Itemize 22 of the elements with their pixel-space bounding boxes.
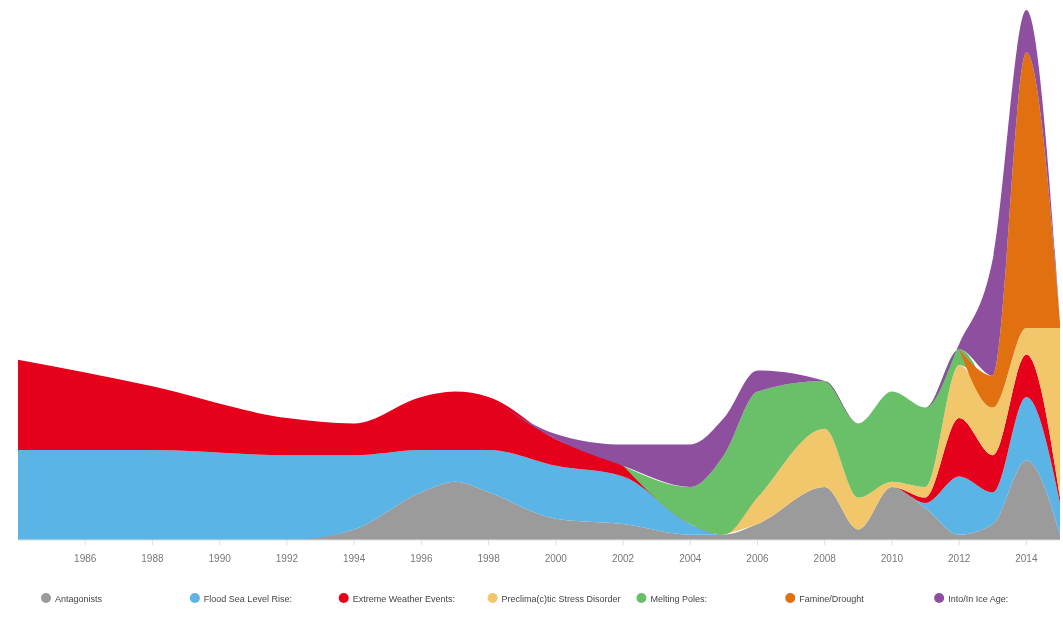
x-tick-label: 2010	[880, 553, 904, 564]
x-tick-label: 1998	[477, 553, 501, 564]
legend-label: Melting Poles:	[650, 593, 707, 604]
legend-label: Preclima(c)tic Stress Disorder	[501, 593, 621, 604]
x-tick-label: 2008	[813, 553, 837, 564]
legend-label: Flood Sea Level Rise:	[203, 593, 292, 604]
legend-label: Antagonists	[55, 593, 103, 604]
x-tick-label: 2004	[679, 553, 702, 564]
x-tick-label: 2002	[611, 553, 635, 564]
legend-label: Famine/Drought	[799, 593, 865, 604]
legend-label: Into/In Ice Age:	[948, 593, 1009, 604]
x-tick-label: 2006	[746, 553, 770, 564]
x-tick-label: 2000	[544, 553, 568, 564]
x-tick-label: 1992	[275, 553, 299, 564]
x-tick-label: 2012	[948, 553, 971, 564]
x-tick-label: 1990	[208, 553, 232, 564]
x-tick-label: 1996	[410, 553, 433, 564]
x-tick-label: 1988	[141, 553, 165, 564]
x-tick-label: 1986	[74, 553, 97, 564]
legend-label: Extreme Weather Events:	[352, 593, 456, 604]
x-tick-label: 2014	[1015, 553, 1038, 564]
x-tick-label: 1994	[343, 553, 366, 564]
